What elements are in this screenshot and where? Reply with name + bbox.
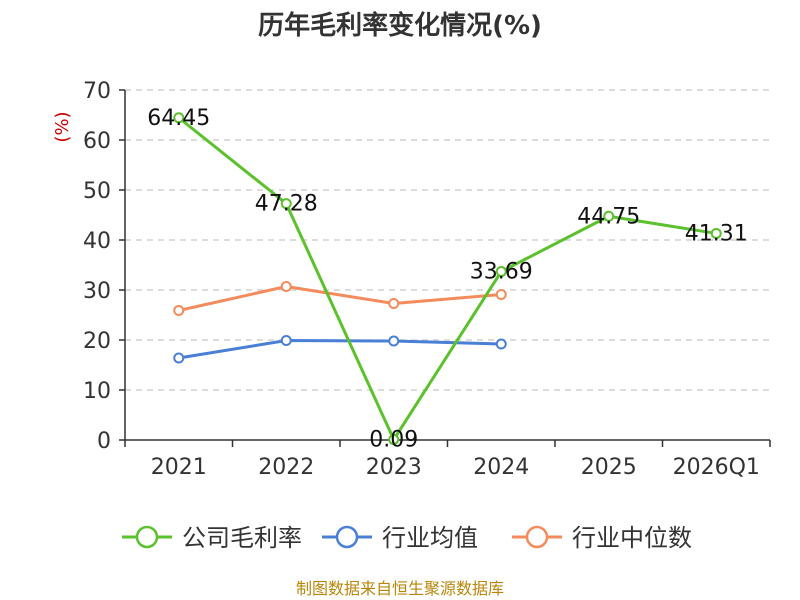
tick-labels: 0 10 20 30 40 50 60 70 2021 2022 2023 2024 2025 2026Q… bbox=[83, 79, 760, 480]
data-label: 44.75 bbox=[577, 204, 640, 229]
source-note: 制图数据来自恒生聚源数据库 bbox=[296, 579, 504, 598]
x-tick-label: 2026Q1 bbox=[673, 455, 760, 480]
data-point bbox=[388, 335, 400, 347]
y-tick-label: 40 bbox=[83, 229, 111, 254]
legend[interactable]: 公司毛利率 行业均值 行业中位数 bbox=[122, 524, 692, 552]
x-tick-label: 2023 bbox=[366, 455, 422, 480]
chart-title: 历年毛利率变化情况(%) bbox=[258, 10, 542, 41]
series-line-1 bbox=[178, 339, 502, 360]
data-point bbox=[388, 434, 400, 446]
legend-item-0[interactable]: 公司毛利率 bbox=[122, 524, 302, 552]
data-point bbox=[280, 335, 292, 346]
data-point bbox=[173, 352, 185, 364]
grid-lines bbox=[125, 89, 770, 391]
data-label: 41.31 bbox=[685, 221, 748, 246]
data-label: 33.69 bbox=[470, 260, 533, 285]
data-point bbox=[173, 305, 185, 316]
series-line-2 bbox=[178, 285, 502, 312]
data-point bbox=[603, 210, 615, 222]
data-point bbox=[710, 227, 722, 239]
y-tick-label: 70 bbox=[83, 79, 111, 104]
legend-swatch-marker bbox=[135, 525, 159, 549]
data-labels: 64.45 47.28 0.09 33.69 44.75 41.31 bbox=[147, 106, 747, 453]
x-tick-label: 2024 bbox=[473, 455, 529, 480]
y-axis-unit: (%) bbox=[52, 111, 73, 142]
y-tick-label: 50 bbox=[83, 179, 111, 204]
legend-swatch-marker bbox=[335, 525, 359, 549]
x-tick-label: 2022 bbox=[258, 455, 314, 480]
legend-label: 行业均值 bbox=[382, 524, 478, 552]
y-tick-label: 0 bbox=[97, 429, 111, 454]
data-label: 0.09 bbox=[369, 428, 418, 453]
y-tick-label: 60 bbox=[83, 129, 111, 154]
legend-item-1[interactable]: 行业均值 bbox=[322, 524, 478, 552]
data-label: 64.45 bbox=[147, 106, 210, 131]
series-line-0 bbox=[177, 116, 717, 442]
data-point bbox=[388, 298, 400, 309]
legend-label: 行业中位数 bbox=[572, 524, 692, 552]
legend-item-2[interactable]: 行业中位数 bbox=[512, 524, 692, 552]
data-label: 47.28 bbox=[255, 192, 318, 217]
legend-swatch-marker bbox=[525, 525, 549, 549]
axes bbox=[119, 89, 771, 447]
data-point bbox=[280, 281, 292, 292]
y-tick-label: 20 bbox=[83, 329, 111, 354]
data-point bbox=[280, 198, 292, 210]
legend-label: 公司毛利率 bbox=[182, 524, 302, 552]
y-tick-label: 30 bbox=[83, 279, 111, 304]
data-point bbox=[173, 112, 185, 124]
data-point bbox=[495, 289, 507, 300]
x-tick-label: 2025 bbox=[581, 455, 637, 480]
x-tick-label: 2021 bbox=[151, 455, 207, 480]
series-layer bbox=[173, 112, 722, 446]
data-point bbox=[495, 338, 507, 350]
data-point bbox=[495, 266, 507, 278]
y-tick-label: 10 bbox=[83, 379, 111, 404]
